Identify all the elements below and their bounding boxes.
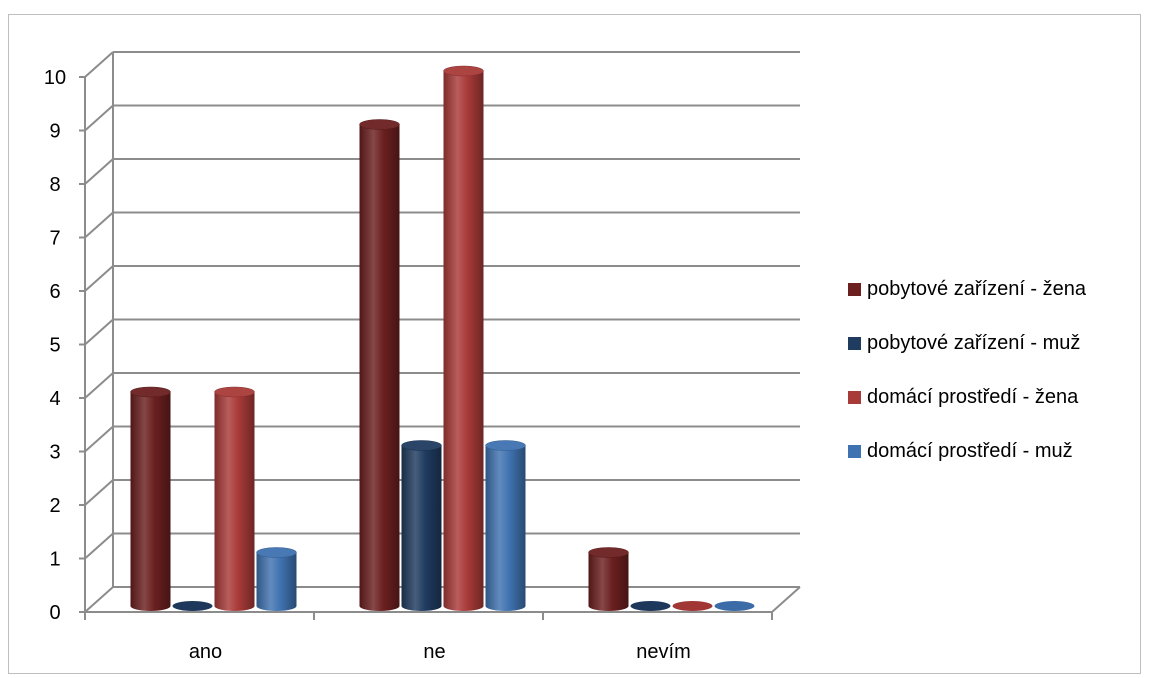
y-tick-labels: 0 1 2 3 4 5 6 7 8 9 10 [44, 67, 66, 624]
legend: pobytové zařízení - žena pobytové zaříze… [848, 262, 1138, 478]
gridline-depth [84, 372, 114, 399]
y-tick-label: 1 [49, 549, 60, 571]
legend-swatch [848, 390, 861, 404]
bar [214, 386, 255, 611]
legend-label: pobytové zařízení - žena [867, 277, 1087, 300]
bar [256, 547, 297, 611]
legend-label: pobytové zařízení - muž [867, 331, 1081, 354]
y-tick-label: 7 [49, 228, 60, 250]
y-tick-label: 8 [49, 174, 60, 196]
x-tick-label: ano [189, 641, 222, 663]
legend-swatch [848, 444, 861, 458]
bar [130, 386, 171, 611]
y-tick-label: 10 [44, 67, 66, 89]
x-tick-labels: ano ne nevím [189, 641, 691, 663]
legend-swatch [848, 336, 861, 350]
bar [443, 65, 484, 611]
chart-frame [8, 14, 1141, 674]
axes [79, 52, 801, 620]
y-tick-label: 5 [49, 335, 60, 357]
y-tick-label: 0 [49, 602, 60, 624]
gridline-depth [84, 586, 114, 613]
y-tick-label: 4 [49, 388, 60, 410]
gridline-depth [84, 479, 114, 506]
legend-item: pobytové zařízení - muž [848, 316, 1138, 370]
legend-label: domácí prostředí - muž [867, 439, 1073, 462]
legend-label: domácí prostředí - žena [867, 385, 1079, 408]
gridline-depth [84, 51, 114, 78]
gridline-depth [84, 425, 114, 453]
gridline-depth [84, 104, 114, 132]
y-tick-label: 6 [49, 281, 60, 303]
gridline-depth [84, 158, 114, 185]
gridline-depth [84, 211, 114, 239]
x-tick-label: nevím [636, 641, 690, 663]
gridlines [84, 51, 800, 613]
gridline-depth [84, 265, 114, 292]
x-tick-label: ne [423, 641, 445, 663]
bar [485, 440, 526, 611]
legend-swatch [848, 282, 861, 296]
bars [130, 65, 755, 611]
floor-edge [771, 586, 801, 613]
gridline-depth [84, 532, 114, 560]
legend-item: domácí prostředí - muž [848, 424, 1138, 478]
y-tick-label: 9 [49, 121, 60, 143]
bar [588, 547, 629, 611]
y-tick-label: 2 [49, 495, 60, 517]
bar [630, 601, 671, 611]
bar [359, 119, 400, 611]
bar [401, 440, 442, 611]
legend-item: pobytové zařízení - žena [848, 262, 1138, 316]
bar [672, 601, 713, 611]
bar [172, 601, 213, 611]
bar [714, 601, 755, 611]
y-tick-label: 3 [49, 442, 60, 464]
gridline-depth [84, 318, 114, 346]
legend-item: domácí prostředí - žena [848, 370, 1138, 424]
